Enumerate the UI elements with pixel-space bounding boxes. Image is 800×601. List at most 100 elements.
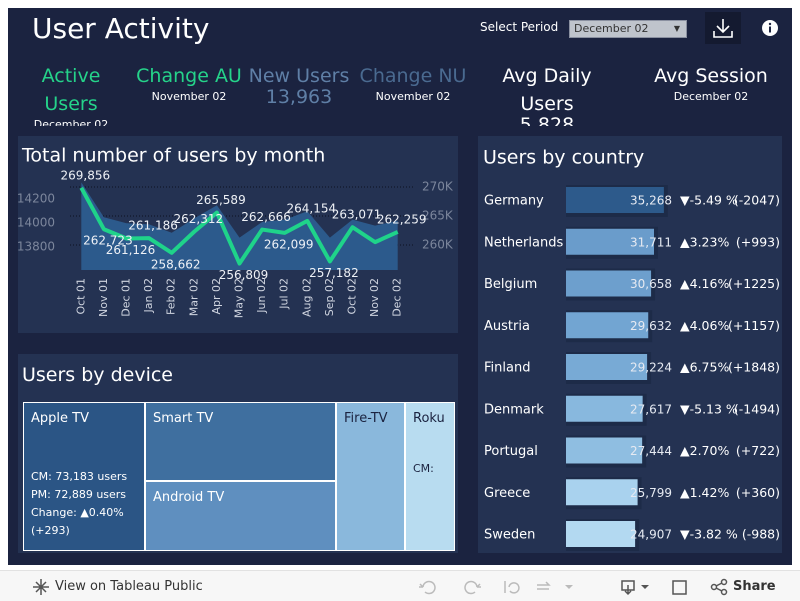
data-label: 258,662 (151, 257, 201, 271)
share-button[interactable]: Share (733, 579, 776, 594)
country-title: Users by country (483, 147, 644, 169)
bar (566, 228, 654, 255)
value-label: 35,268 (630, 194, 672, 208)
kpi: Avg Daily Users 5,828 (488, 62, 606, 126)
fullscreen-icon[interactable] (672, 580, 687, 595)
category-label: Portugal (484, 444, 538, 459)
x-tick-label: Jan 02 (142, 278, 155, 313)
share-lines (715, 582, 723, 592)
area (81, 182, 398, 270)
download-icon (713, 19, 733, 38)
category-label: Finland (484, 361, 530, 376)
tile-details: CM: (413, 460, 447, 478)
value-label: 29,632 (630, 319, 672, 333)
download-button[interactable] (705, 12, 741, 44)
kpi-sub: November 02 (375, 90, 451, 103)
download-arrow[interactable] (641, 585, 649, 589)
kpi-sub: 5,828 (519, 114, 575, 127)
kpi-label: Avg Daily Users (502, 65, 592, 115)
data-label: 261,186 (128, 219, 178, 233)
category-label: Denmark (484, 402, 544, 417)
info-button[interactable] (761, 19, 779, 37)
value-label: 27,444 (630, 444, 672, 458)
bar (566, 395, 643, 422)
x-tick-label: Apr 02 (210, 278, 223, 315)
view-link[interactable]: View on Tableau Public (55, 579, 203, 594)
change-pct: ▲3.23% (680, 234, 729, 249)
data-label: 269,856 (60, 168, 110, 182)
period-dropdown[interactable]: December 02 ▼ (569, 20, 687, 38)
change-abs: (+1848) (728, 360, 780, 375)
y-tick-label: 14200 (17, 192, 55, 206)
line (79, 186, 399, 266)
change-abs: (-2047) (734, 193, 780, 208)
x-tick-label: Dec 01 (120, 278, 133, 317)
change-abs: (+1157) (728, 318, 780, 333)
x-tick-label: Dec 02 (391, 278, 404, 317)
period-label: Select Period (480, 20, 559, 34)
charts: Total number of users by month Users by … (16, 144, 780, 547)
change-abs: (+722) (736, 443, 780, 458)
kpi-label: Change AU (136, 65, 242, 87)
y2-tick-label: 265K (422, 209, 454, 223)
revert-icon[interactable] (504, 581, 520, 594)
redo-icon[interactable] (464, 580, 481, 595)
info-i (769, 26, 771, 33)
change-pct: ▲2.70% (680, 443, 729, 458)
value-label: 27,617 (630, 402, 672, 416)
bar (566, 479, 638, 506)
device-title: Users by device (22, 364, 173, 386)
kpi-label: Avg Session (654, 65, 768, 87)
share-node (710, 583, 718, 591)
kpi: Change AU November 02 (130, 62, 248, 126)
info-dot (768, 22, 772, 26)
tableau-icon (33, 579, 49, 595)
change-abs: (+1225) (728, 276, 780, 291)
toolbar: View on Tableau Public Share (0, 570, 800, 601)
data-label: 262,723 (83, 234, 133, 248)
x-tick-label: Oct 02 (346, 278, 359, 315)
kpi-sub: December 02 (33, 118, 109, 126)
x-tick-label: Oct 01 (74, 278, 87, 315)
data-label: 262,259 (377, 212, 427, 226)
refresh-icon[interactable] (537, 581, 551, 590)
kpi-sub: November 02 (151, 90, 227, 103)
title: User Activity (32, 12, 210, 45)
tile-label: Roku (413, 411, 445, 426)
treemap-tile: Apple TV CM: 73,183 users PM: 72,889 users… (23, 402, 145, 551)
treemap-tile: Android TV (145, 481, 336, 551)
treemap-tile: Roku CM: (405, 402, 455, 551)
category-label: Greece (484, 486, 530, 501)
value-label: 25,799 (630, 486, 672, 500)
icon-shape (33, 579, 49, 595)
share-node (720, 578, 728, 586)
category-label: Sweden (484, 528, 535, 543)
dashboard: User Activity Select Period December 02 ▼… (8, 8, 792, 565)
toolbar-icons (419, 580, 687, 596)
bar (566, 312, 649, 339)
change-pct: ▲1.42% (680, 485, 729, 500)
data-label: 264,154 (286, 201, 336, 215)
x-tick-label: Mar 02 (187, 278, 200, 316)
tile-label: Apple TV (31, 411, 89, 426)
tile-line: CM: 73,183 users (31, 470, 128, 483)
download-toolbar-icon[interactable] (621, 580, 635, 596)
y2-tick-label: 270K (422, 179, 454, 193)
x-tick-label: Feb 02 (165, 278, 178, 315)
data-label: 256,809 (219, 268, 269, 282)
x-tick-label: Sep 02 (323, 278, 336, 316)
x-tick-label: Nov 01 (97, 278, 110, 317)
value-label: 31,711 (630, 235, 672, 249)
change-abs: (+360) (736, 485, 780, 500)
x-tick-label: Jul 02 (278, 278, 291, 310)
treemap-tile: Smart TV (145, 402, 336, 481)
dropdown-arrow: ▼ (673, 24, 680, 33)
share-icon[interactable] (710, 578, 728, 596)
undo-icon[interactable] (419, 580, 436, 595)
change-abs: (-988) (742, 527, 780, 542)
kpi-label: New Users (248, 65, 350, 87)
category-label: Belgium (484, 277, 537, 292)
category-label: Germany (484, 194, 544, 209)
kpi: Active Users December 02 (12, 62, 130, 126)
pause-arrow[interactable] (565, 585, 573, 589)
